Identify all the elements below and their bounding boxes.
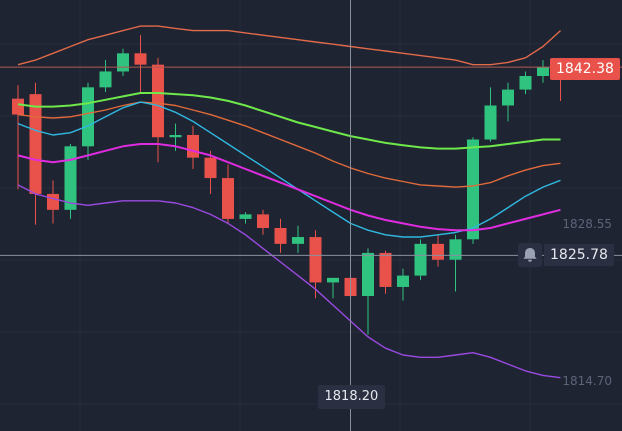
candle-body-14 xyxy=(257,214,269,228)
candle-body-26 xyxy=(467,139,479,240)
candle-body-20 xyxy=(362,252,374,297)
series-line-5 xyxy=(17,184,561,379)
candle-body-12 xyxy=(222,178,234,219)
candle-body-24 xyxy=(432,243,444,260)
candle-body-16 xyxy=(292,237,304,244)
series-line-2 xyxy=(17,101,561,238)
price-axis: 1814.70 1828.55 xyxy=(562,217,612,388)
y-tick-label-1: 1828.55 xyxy=(562,217,612,231)
series-line-0 xyxy=(17,92,561,150)
candle-body-30 xyxy=(537,66,549,76)
y-tick-label-0: 1814.70 xyxy=(562,374,612,388)
current-price-label: 1842.38 xyxy=(550,58,620,81)
candle-body-4 xyxy=(82,87,94,147)
candle-body-28 xyxy=(502,89,514,106)
candles xyxy=(12,35,567,335)
candle-body-3 xyxy=(64,146,77,210)
series-line-4 xyxy=(17,25,561,66)
candle-body-0 xyxy=(12,98,24,115)
candle-body-8 xyxy=(152,64,164,138)
candle-body-29 xyxy=(519,75,532,90)
alert-bell-icon[interactable] xyxy=(518,243,542,268)
candle-body-23 xyxy=(414,243,427,276)
candle-body-15 xyxy=(274,227,287,244)
indicator-lines xyxy=(17,25,561,379)
candle-body-27 xyxy=(484,105,497,140)
series-line-1 xyxy=(17,101,561,188)
candle-body-25 xyxy=(449,239,462,260)
candle-body-11 xyxy=(204,157,217,179)
candle-body-10 xyxy=(187,134,199,158)
candle-body-17 xyxy=(309,237,322,283)
candle-body-13 xyxy=(239,214,252,219)
candle-body-1 xyxy=(29,94,42,194)
candle-body-6 xyxy=(117,53,129,72)
candle-body-18 xyxy=(327,277,339,283)
candle-body-7 xyxy=(134,53,147,65)
candle-body-22 xyxy=(397,275,409,287)
candle-body-5 xyxy=(99,71,112,88)
crosshair-time-label: 1818.20 xyxy=(317,385,386,409)
series-line-3 xyxy=(17,143,561,232)
candle-body-9 xyxy=(169,134,182,138)
candle-body-2 xyxy=(47,193,59,210)
crosshair-price-label: 1825.78 xyxy=(544,244,614,267)
bell-icon xyxy=(523,248,537,263)
candle-body-21 xyxy=(379,252,392,287)
